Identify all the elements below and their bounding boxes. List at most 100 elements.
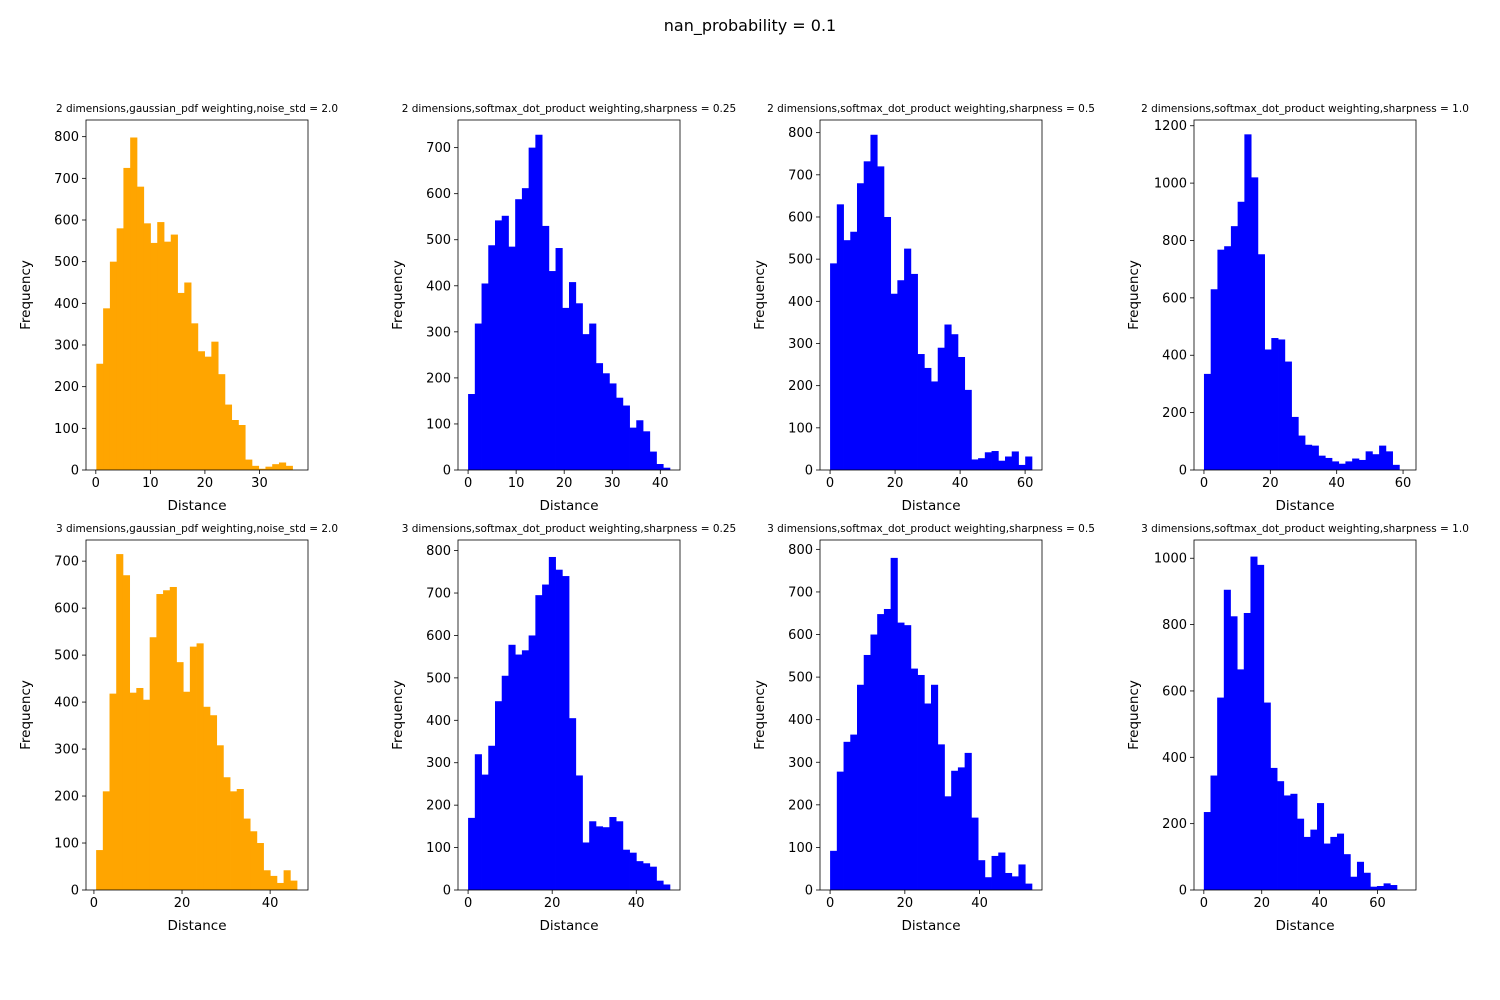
y-axis-label: Frequency: [390, 680, 406, 750]
y-tick-label: 0: [443, 464, 451, 479]
histogram-bar: [1383, 883, 1391, 890]
x-tick-label: 20: [544, 896, 561, 911]
histogram-bar: [951, 770, 959, 890]
histogram-bar: [1323, 843, 1331, 890]
histogram-bar: [569, 282, 577, 470]
histogram-bar: [1356, 861, 1365, 890]
histogram-bar: [129, 692, 137, 890]
histogram-bar: [521, 188, 530, 470]
histogram-bar: [1370, 886, 1378, 890]
histogram-bar: [218, 374, 226, 470]
histogram-bar: [843, 240, 851, 470]
y-tick-label: 200: [426, 371, 451, 386]
histogram-bar: [1318, 455, 1326, 470]
x-axis-label: Distance: [167, 918, 226, 934]
histogram-bar: [1217, 697, 1225, 890]
y-tick-label: 400: [54, 696, 79, 711]
histogram-bar: [1291, 416, 1299, 470]
histogram-bar: [1223, 589, 1231, 890]
histogram-bar: [931, 684, 939, 890]
y-tick-label: 400: [426, 279, 451, 294]
histogram-bar: [917, 354, 925, 470]
axes-frame: [457, 119, 681, 471]
histogram-bar: [944, 796, 952, 890]
histogram-bar: [245, 459, 253, 470]
y-tick-label: 600: [54, 602, 79, 617]
histogram-bar: [521, 650, 530, 890]
histogram-bar: [877, 614, 885, 890]
histogram-bar: [508, 246, 516, 470]
histogram-bar: [223, 777, 231, 890]
histogram-bar: [1338, 463, 1346, 470]
x-axis-label: Distance: [539, 918, 598, 934]
histogram-bar: [649, 866, 657, 890]
y-tick-label: 300: [426, 325, 451, 340]
histogram-bar: [468, 817, 476, 890]
y-tick-label: 100: [788, 421, 813, 436]
histogram-bar: [542, 225, 550, 470]
histogram-bar: [971, 817, 979, 890]
histogram-bar: [1018, 464, 1026, 470]
histogram-bar: [236, 788, 244, 890]
y-axis-label: Frequency: [18, 680, 34, 750]
histogram-bar: [508, 644, 516, 890]
axes-frame: [85, 119, 309, 471]
subplot-title: 3 dimensions,softmax_dot_product weighti…: [402, 523, 736, 535]
histogram-bar: [103, 308, 111, 470]
y-tick-label: 0: [1179, 464, 1187, 479]
histogram-bar: [256, 843, 264, 890]
histogram-bar: [663, 467, 671, 470]
histogram-bar: [116, 228, 124, 470]
y-tick-label: 200: [54, 380, 79, 395]
x-tick-label: 20: [556, 476, 573, 491]
y-tick-label: 600: [1162, 684, 1187, 699]
histogram-bar: [1376, 886, 1384, 890]
histogram-bar: [629, 427, 637, 470]
histogram-bar: [1297, 818, 1305, 890]
histogram-bar: [1317, 803, 1325, 890]
histogram-bar: [1250, 556, 1258, 890]
histogram-bar: [870, 134, 878, 470]
histogram-bar: [163, 590, 171, 890]
y-tick-label: 700: [426, 587, 451, 602]
y-tick-label: 400: [1162, 751, 1187, 766]
histogram-bar: [984, 452, 992, 470]
axes-frame: [819, 539, 1043, 891]
histogram-bar: [191, 323, 199, 470]
histogram-bar: [924, 703, 932, 890]
y-tick-label: 700: [426, 141, 451, 156]
axes-frame: [819, 119, 1043, 471]
y-tick-label: 800: [788, 543, 813, 558]
histogram-bar: [951, 334, 959, 470]
histogram-bar: [582, 842, 590, 890]
y-tick-label: 300: [54, 339, 79, 354]
histogram-bar: [1303, 836, 1311, 890]
histogram-bar: [238, 425, 246, 470]
x-tick-label: 20: [897, 896, 914, 911]
histogram-bar: [1331, 461, 1340, 470]
histogram-bar: [548, 271, 556, 470]
x-tick-label: 0: [826, 896, 834, 911]
histogram-bar: [196, 643, 204, 890]
x-tick-label: 20: [1262, 476, 1279, 491]
histogram-bar: [548, 556, 556, 890]
histogram-bar: [1358, 459, 1367, 470]
histogram-bar: [1251, 177, 1259, 470]
histogram-bar: [575, 303, 583, 470]
y-tick-label: 700: [54, 172, 79, 187]
y-tick-label: 200: [1162, 406, 1187, 421]
histogram-bar: [609, 383, 617, 470]
histogram-bar: [1203, 373, 1212, 470]
x-tick-label: 40: [652, 476, 669, 491]
histogram-bar: [1350, 876, 1358, 890]
x-tick-label: 10: [142, 476, 159, 491]
histogram-bar: [109, 261, 118, 470]
y-tick-label: 500: [426, 233, 451, 248]
y-tick-label: 0: [805, 464, 813, 479]
histogram-bar: [856, 183, 865, 471]
y-axis-label: Frequency: [752, 680, 768, 750]
